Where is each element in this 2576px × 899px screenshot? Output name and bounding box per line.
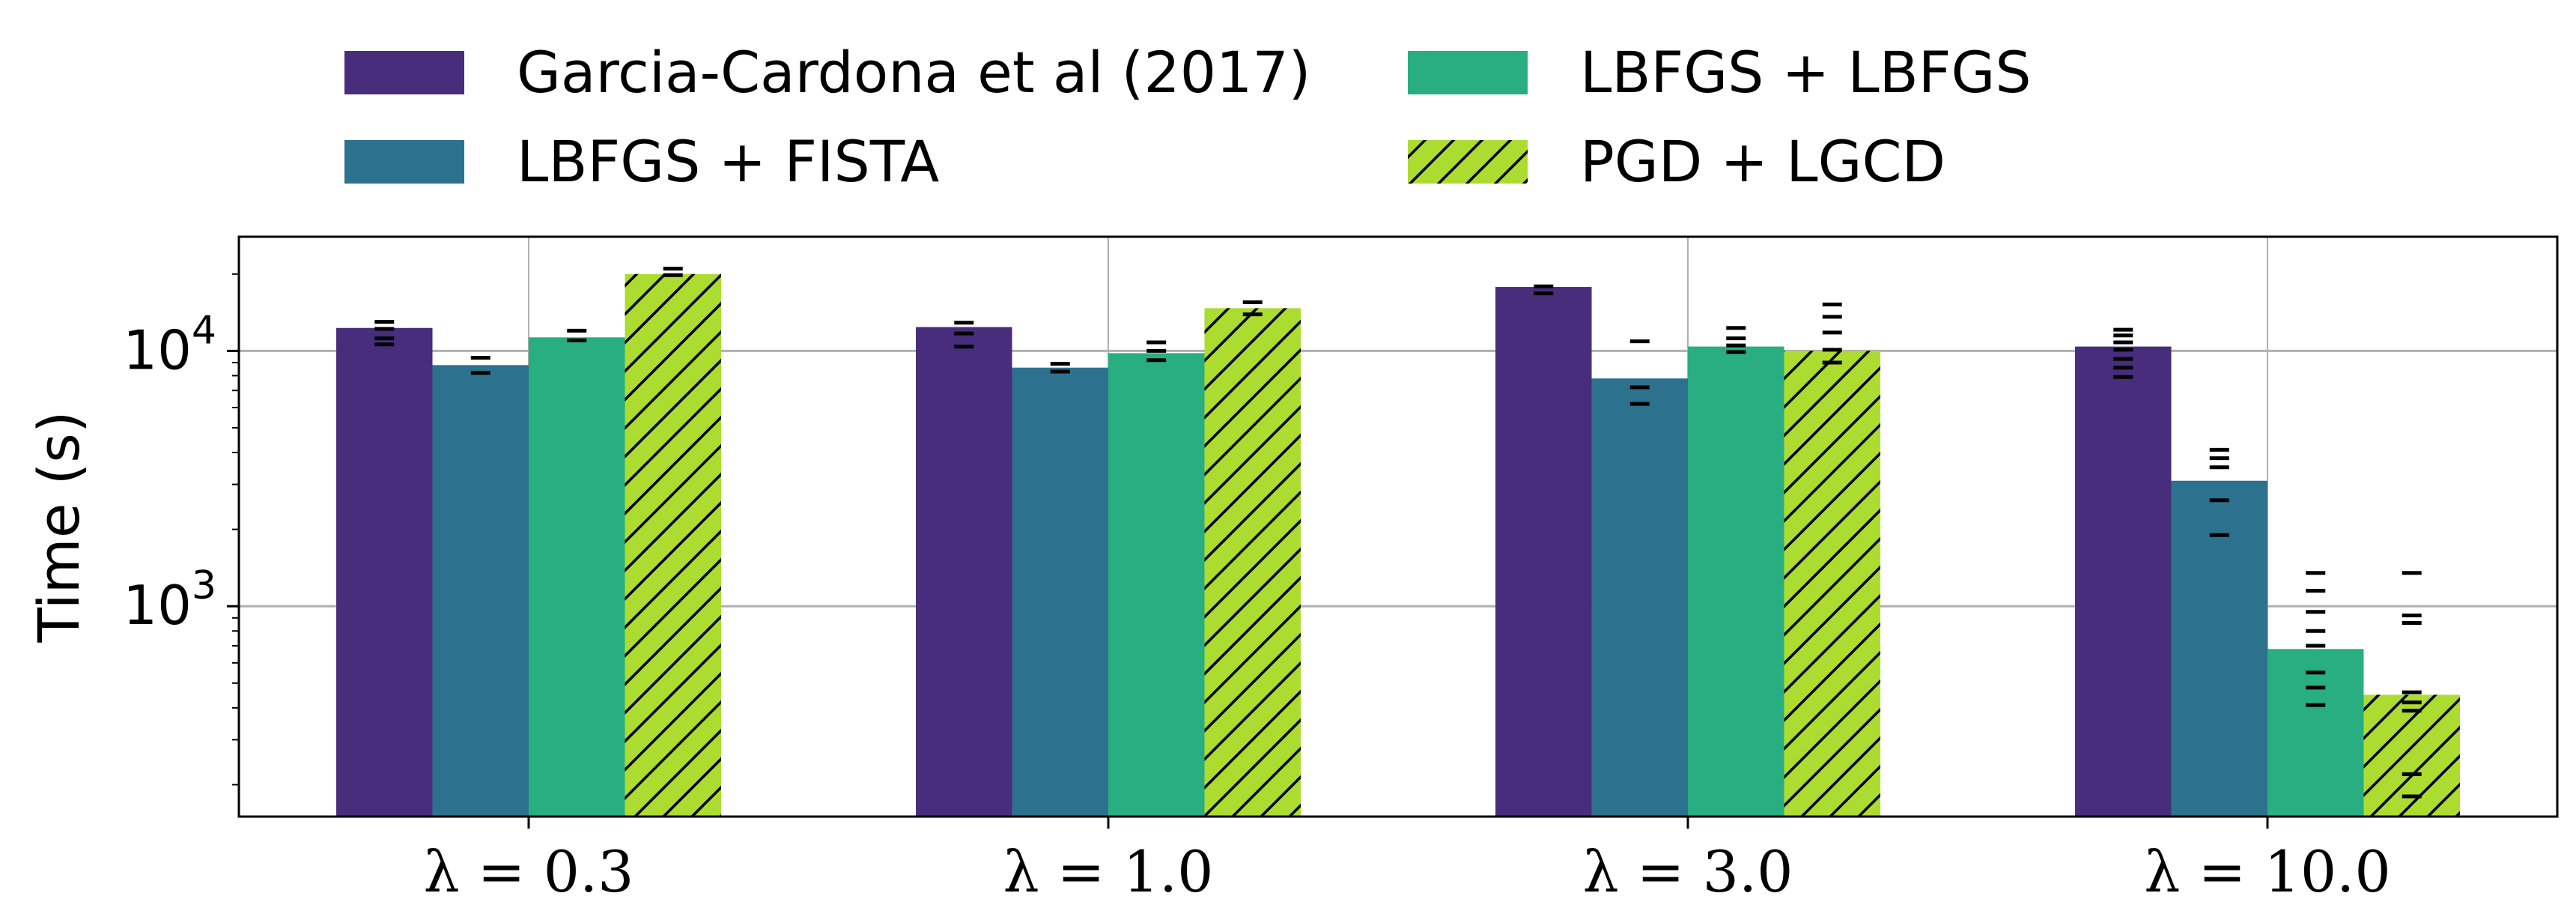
bar bbox=[529, 337, 625, 817]
legend-swatch bbox=[344, 51, 464, 94]
bar-hatch bbox=[2363, 694, 2460, 817]
bar bbox=[1012, 367, 1108, 817]
y-tick-base: 10 bbox=[123, 318, 192, 381]
bar bbox=[1688, 346, 1784, 817]
x-tick-label: λ = 1.0 bbox=[1003, 838, 1213, 899]
legend-item: PGD + LGCD bbox=[1408, 128, 1945, 195]
bar bbox=[916, 327, 1012, 817]
legend-label: Garcia-Cardona et al (2017) bbox=[517, 39, 1310, 106]
y-tick-exponent: 3 bbox=[192, 563, 216, 608]
legend-label: LBFGS + LBFGS bbox=[1580, 39, 2032, 106]
legend-swatch bbox=[344, 140, 464, 184]
bar bbox=[2267, 649, 2364, 817]
bar bbox=[2075, 346, 2172, 817]
legend-label: PGD + LGCD bbox=[1580, 128, 1945, 195]
x-tick-label: λ = 10.0 bbox=[2144, 838, 2390, 899]
bar bbox=[336, 327, 433, 817]
legend-item: LBFGS + LBFGS bbox=[1408, 39, 2032, 106]
y-axis-label: Time (s) bbox=[25, 411, 92, 643]
x-axis: λ = 0.3 λ = 1.0 λ = 3.0 λ = 10.0 bbox=[423, 817, 2391, 899]
legend-item: LBFGS + FISTA bbox=[344, 128, 939, 195]
legend-swatch-hatch bbox=[1408, 140, 1528, 184]
legend-item: Garcia-Cardona et al (2017) bbox=[344, 39, 1310, 106]
legend: Garcia-Cardona et al (2017) LBFGS + FISTA… bbox=[344, 39, 2032, 195]
bar-hatch bbox=[1204, 308, 1301, 817]
y-tick-exponent: 4 bbox=[192, 308, 216, 353]
bar bbox=[1108, 353, 1205, 817]
run-markers bbox=[374, 267, 2422, 799]
bars bbox=[336, 273, 2460, 817]
bar-hatch bbox=[1784, 351, 1880, 817]
legend-swatch bbox=[1408, 51, 1528, 94]
plot-frame bbox=[237, 235, 2559, 818]
y-tick-label: 104 bbox=[123, 308, 216, 381]
bar bbox=[1591, 378, 1688, 817]
bar bbox=[1495, 287, 1592, 817]
legend-label: LBFGS + FISTA bbox=[517, 128, 939, 195]
bar bbox=[432, 365, 529, 817]
x-tick-label: λ = 3.0 bbox=[1582, 838, 1793, 899]
y-tick-base: 10 bbox=[123, 574, 192, 637]
x-tick-label: λ = 0.3 bbox=[423, 838, 634, 899]
bar bbox=[2171, 480, 2267, 817]
y-tick-label: 103 bbox=[123, 563, 216, 637]
bar-hatch bbox=[625, 273, 721, 817]
